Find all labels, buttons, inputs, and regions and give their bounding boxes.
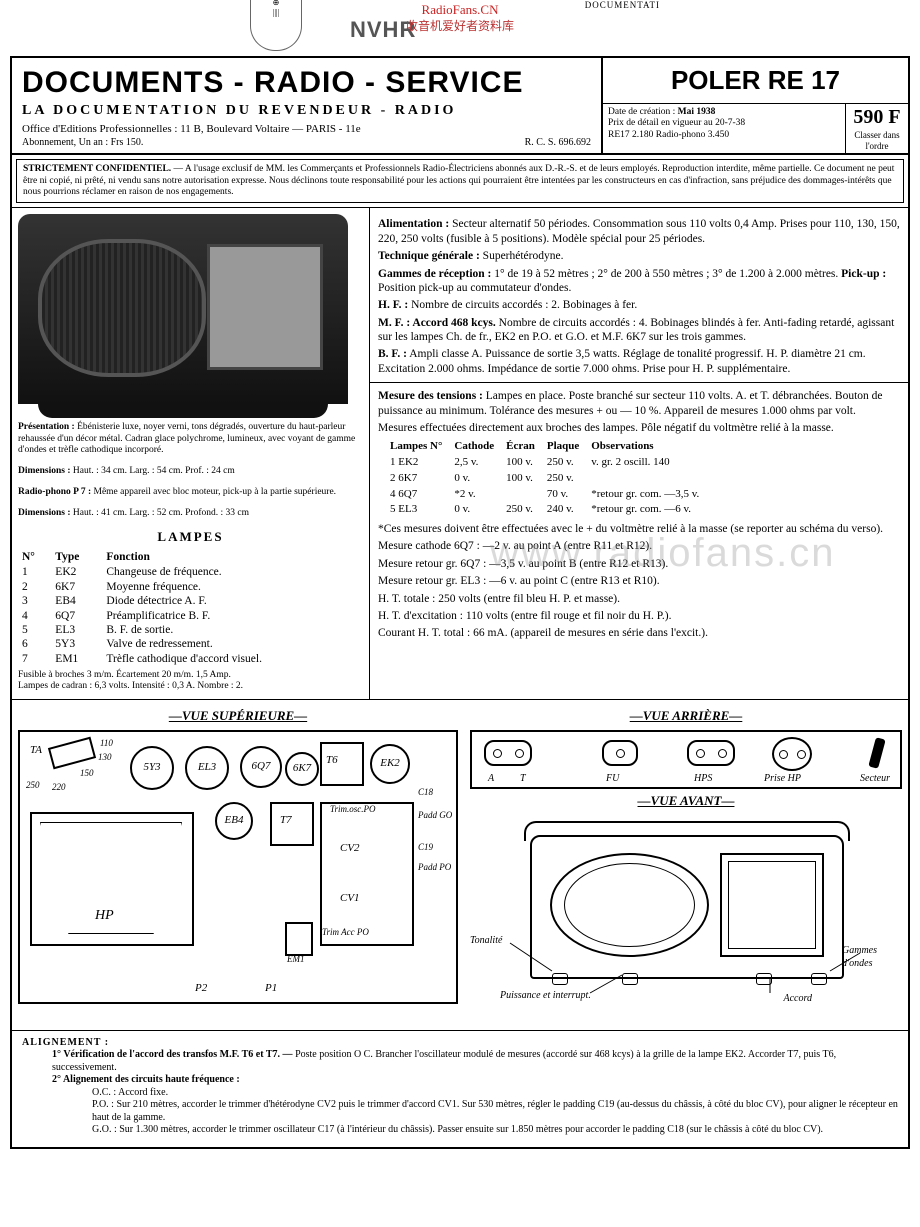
table-row: 2 6K70 v.100 v.250 v. (390, 472, 709, 486)
table-row: 1EK2Changeuse de fréquence. (18, 565, 363, 579)
lampes-table: N° Type Fonction 1EK2Changeuse de fréque… (18, 549, 363, 666)
rcs-number: R. C. S. 696.692 (525, 137, 591, 150)
table-row: 5 EL30 v.250 v.240 v.*retour gr. com. —6… (390, 503, 709, 517)
masthead-left: DOCUMENTS - RADIO - SERVICE LA DOCUMENTA… (12, 58, 603, 153)
nvhr-stamp: NVHR (350, 16, 416, 44)
model-name: POLER RE 17 (603, 58, 908, 104)
masthead: DOCUMENTS - RADIO - SERVICE LA DOCUMENTA… (12, 58, 908, 155)
subscription: Abonnement, Un an : Frs 150. (22, 137, 143, 150)
lampes-heading: LAMPES (18, 529, 363, 545)
price-note: Classer dans l'ordre (846, 130, 908, 153)
price: 590 F (846, 105, 908, 130)
tensions-table: Lampes N°Cathode ÉcranPlaque Observation… (388, 438, 711, 519)
table-row: 1 EK22,5 v.100 v.250 v.v. gr. 2 oscill. … (390, 456, 709, 470)
left-column: Présentation : Ébénisterie luxe, noyer v… (12, 208, 370, 698)
table-row: 46Q7Préamplificatrice B. F. (18, 609, 363, 623)
doc-subtitle: LA DOCUMENTATION DU REVENDEUR - RADIO (22, 102, 591, 120)
table-row: 3EB4Diode détectrice A. F. (18, 594, 363, 608)
cut-text: DOCUMENTATI (585, 0, 660, 11)
publisher-address: Office d'Editions Professionnelles : 11 … (22, 123, 361, 137)
right-column: www.radiofans.cn Alimentation : Secteur … (370, 208, 908, 698)
radio-photo (18, 214, 348, 404)
table-row: 65Y3Valve de redressement. (18, 637, 363, 651)
top-strip: ⊕|||| NVHR DOCUMENTATI (10, 0, 910, 56)
front-view: Tonalité Puissance et interrupt. Accord … (470, 815, 902, 1010)
model-info: Date de création : Mai 1938 Prix de déta… (603, 104, 846, 154)
table-row: 7EM1Trèfle cathodique d'accord visuel. (18, 652, 363, 666)
doc-title: DOCUMENTS - RADIO - SERVICE (22, 64, 591, 102)
tube-logo: ⊕|||| (250, 0, 302, 51)
alignment-section: ALIGNEMENT : 1° Vérification de l'accord… (12, 1031, 908, 1147)
rear-panel: A T FU HPS Prise HP Secteur (470, 730, 902, 789)
table-row: 4 6Q7*2 v.70 v.*retour gr. com. —3,5 v. (390, 488, 709, 502)
rear-front-diagrams: —VUE ARRIÈRE— A T FU HPS Prise HP Secteu… (464, 700, 908, 1030)
table-row: 5EL3B. F. de sortie. (18, 623, 363, 637)
table-row: 26K7Moyenne fréquence. (18, 580, 363, 594)
price-box: 590 F Classer dans l'ordre (846, 104, 908, 154)
top-view-diagram: —VUE SUPÉRIEURE— TA 110 130 150 220 250 … (12, 700, 464, 1030)
confidential-notice: STRICTEMENT CONFIDENTIEL. STRICTEMENT CO… (16, 159, 904, 203)
diagrams-row: —VUE SUPÉRIEURE— TA 110 130 150 220 250 … (12, 700, 908, 1031)
masthead-right: POLER RE 17 Date de création : Mai 1938 … (603, 58, 908, 153)
body-columns: Présentation : Ébénisterie luxe, noyer v… (12, 207, 908, 699)
document-frame: DOCUMENTS - RADIO - SERVICE LA DOCUMENTA… (10, 56, 910, 1149)
